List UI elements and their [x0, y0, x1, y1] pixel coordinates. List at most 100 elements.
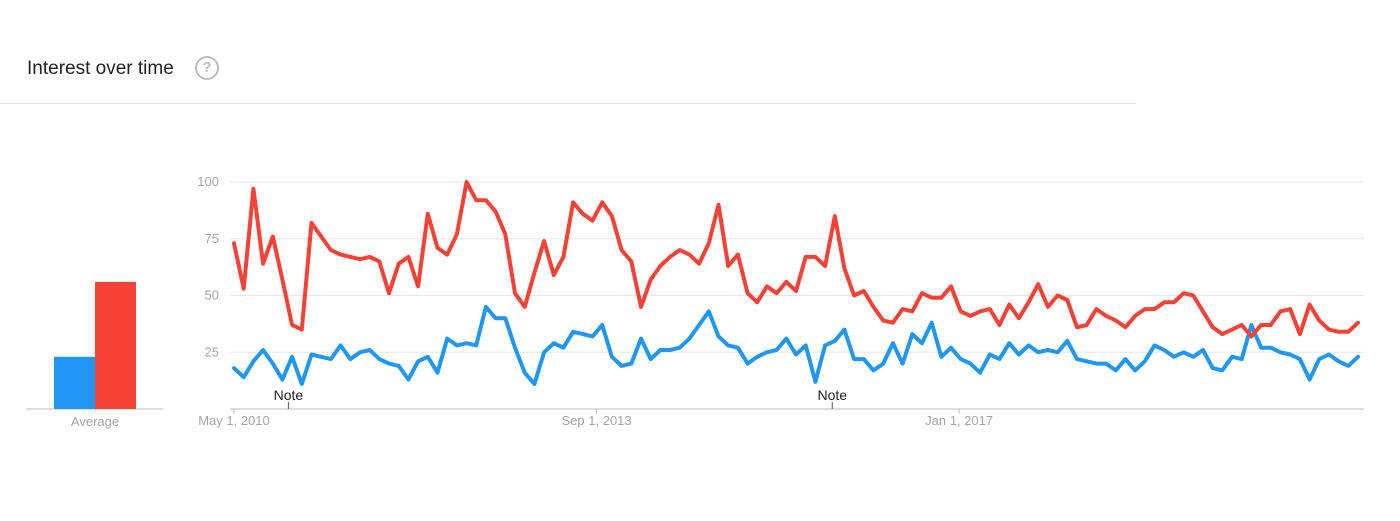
- data-point: [484, 198, 488, 202]
- data-point: [988, 307, 992, 311]
- y-tick-label: 75: [205, 231, 219, 246]
- data-point: [1191, 293, 1195, 298]
- data-point: [871, 368, 876, 372]
- note-label[interactable]: Note: [274, 387, 304, 403]
- data-point: [1007, 341, 1011, 345]
- data-point: [1182, 350, 1186, 354]
- data-point: [1036, 350, 1040, 354]
- data-point: [968, 362, 973, 366]
- data-point: [823, 264, 827, 268]
- data-point: [1123, 357, 1127, 361]
- data-point: [716, 203, 721, 207]
- data-point: [852, 293, 856, 298]
- data-point: [590, 219, 595, 223]
- data-point: [1123, 325, 1127, 329]
- data-point: [1337, 330, 1341, 334]
- data-point: [1240, 357, 1244, 361]
- data-point: [639, 305, 643, 309]
- data-point: [1220, 368, 1224, 372]
- data-point: [368, 348, 372, 352]
- data-point: [581, 332, 585, 336]
- note-label[interactable]: Note: [817, 387, 847, 403]
- help-icon[interactable]: ?: [195, 56, 219, 80]
- data-point: [474, 198, 478, 202]
- data-point: [590, 334, 595, 338]
- chart-title: Interest over time: [27, 58, 174, 79]
- data-point: [1249, 323, 1253, 327]
- data-point: [930, 321, 934, 325]
- data-point: [755, 355, 759, 359]
- data-point: [726, 264, 730, 268]
- series-2: [232, 180, 1360, 339]
- data-point: [1085, 323, 1089, 327]
- data-point: [949, 346, 953, 350]
- data-point: [1269, 346, 1273, 350]
- data-point: [687, 337, 692, 341]
- data-point: [775, 348, 779, 352]
- data-point: [503, 232, 507, 236]
- data-point: [1346, 330, 1350, 334]
- data-point: [581, 212, 585, 216]
- data-point: [1356, 321, 1360, 325]
- data-point: [871, 305, 876, 309]
- data-point: [707, 241, 711, 245]
- data-point: [1337, 359, 1341, 363]
- data-point: [348, 357, 352, 361]
- x-tick-label: Jan 1, 2017: [925, 413, 993, 428]
- data-point: [697, 262, 701, 266]
- average-bar-2: [95, 281, 136, 409]
- notes: Note Note: [274, 387, 847, 409]
- data-point: [232, 366, 236, 370]
- data-point: [406, 255, 410, 259]
- data-point: [959, 357, 963, 361]
- data-point: [639, 337, 643, 341]
- data-point: [552, 341, 556, 345]
- data-point: [1327, 328, 1331, 332]
- data-point: [455, 343, 459, 347]
- data-point: [910, 309, 914, 313]
- data-point: [309, 221, 314, 225]
- data-point: [1114, 318, 1118, 323]
- data-point: [784, 337, 788, 341]
- data-point: [823, 343, 827, 347]
- data-point: [949, 284, 953, 288]
- data-point: [1143, 307, 1147, 311]
- data-point: [329, 248, 333, 252]
- data-point: [465, 180, 469, 184]
- data-point: [571, 330, 575, 334]
- data-point: [387, 362, 391, 366]
- data-point: [804, 343, 808, 347]
- data-point: [1278, 350, 1283, 354]
- data-point: [1104, 314, 1108, 318]
- data-point: [1162, 348, 1166, 352]
- data-point: [678, 346, 682, 350]
- data-point: [862, 289, 866, 293]
- data-point: [901, 362, 905, 366]
- data-point: [261, 348, 265, 352]
- data-point: [1085, 359, 1089, 363]
- data-point: [1065, 339, 1069, 343]
- data-point: [649, 278, 653, 282]
- data-point: [319, 234, 323, 239]
- data-point: [687, 253, 692, 257]
- data-point: [532, 382, 537, 386]
- data-point: [1201, 348, 1205, 352]
- data-point: [290, 355, 294, 359]
- data-point: [755, 300, 759, 304]
- data-point: [242, 287, 246, 291]
- data-point: [658, 264, 662, 268]
- data-point: [1259, 346, 1263, 350]
- data-point: [997, 357, 1002, 361]
- data-point: [813, 255, 818, 259]
- data-point: [978, 309, 982, 313]
- data-point: [736, 253, 740, 257]
- data-point: [1036, 282, 1040, 286]
- x-tick-label: Sep 1, 2013: [562, 413, 632, 428]
- data-point: [1075, 357, 1079, 361]
- series-1: [232, 304, 1360, 386]
- data-point: [1298, 332, 1302, 336]
- data-point: [813, 380, 818, 384]
- data-point: [484, 305, 488, 309]
- data-point: [339, 253, 343, 257]
- data-point: [1152, 307, 1157, 311]
